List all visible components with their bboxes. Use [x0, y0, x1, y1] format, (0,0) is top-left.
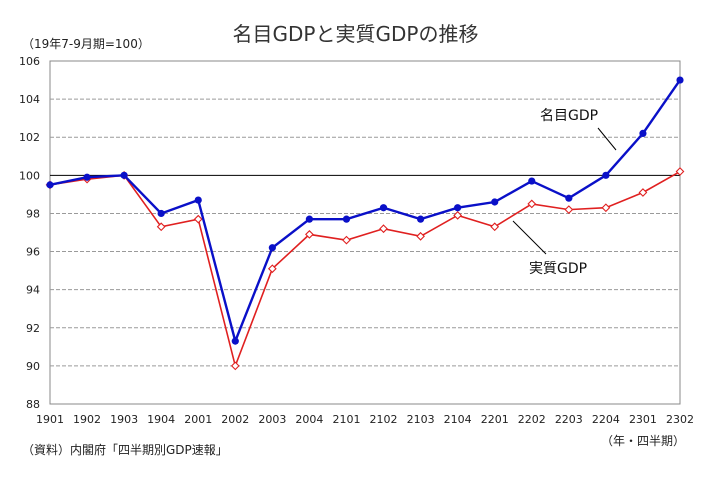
- data-point-nominal: [120, 171, 128, 179]
- x-tick-label: 1902: [73, 413, 101, 426]
- x-tick-label: 2103: [407, 413, 435, 426]
- x-tick-label: 2001: [184, 413, 212, 426]
- x-tick-label: 2204: [592, 413, 620, 426]
- data-point-nominal: [342, 215, 351, 223]
- x-tick-label: 2302: [666, 413, 694, 426]
- data-point-real: [675, 167, 685, 176]
- data-point-nominal: [83, 173, 91, 181]
- source-note: （資料）内閣府「四半期別GDP速報」: [22, 443, 228, 457]
- x-tick-label: 1901: [36, 413, 64, 426]
- x-tick-label: 2003: [258, 413, 286, 426]
- x-tick-label: 2104: [444, 413, 472, 426]
- data-point-real: [601, 203, 611, 213]
- x-tick-label: 2002: [221, 413, 249, 426]
- data-point-real: [267, 264, 277, 274]
- data-point-real: [156, 222, 166, 232]
- data-point-real: [342, 235, 351, 245]
- plot-area: [49, 60, 681, 405]
- data-point-nominal: [454, 204, 462, 212]
- data-point-nominal: [305, 215, 314, 223]
- data-point-nominal: [416, 215, 425, 223]
- data-point-nominal: [676, 76, 684, 84]
- data-point-nominal: [157, 209, 165, 218]
- x-tick-label: 2301: [629, 413, 657, 426]
- legend-label-real: 実質GDP: [529, 261, 587, 277]
- x-tick-label: 2202: [518, 413, 546, 426]
- y-tick-label: 98: [26, 207, 40, 220]
- data-point-nominal: [491, 198, 499, 206]
- real-leader-line: [512, 220, 547, 255]
- data-point-real: [379, 224, 388, 234]
- x-tick-label: 2201: [481, 413, 509, 426]
- y-tick-label: 94: [26, 284, 40, 297]
- data-point-nominal: [231, 337, 239, 345]
- data-point-real: [490, 222, 500, 232]
- data-point-nominal: [194, 196, 202, 204]
- x-tick-label: 2004: [295, 413, 323, 426]
- nominal-leader-line: [597, 127, 617, 151]
- data-point-real: [453, 210, 463, 220]
- legend-label-nominal: 名目GDP: [540, 108, 598, 124]
- x-tick-label: 1903: [110, 413, 138, 426]
- data-point-nominal: [602, 171, 610, 179]
- data-point-real: [416, 231, 425, 241]
- data-point-nominal: [639, 129, 647, 138]
- data-point-real: [230, 361, 240, 371]
- unit-note: （19年7-9月期=100）: [22, 37, 150, 51]
- y-tick-label: 106: [19, 55, 40, 68]
- y-tick-label: 102: [19, 131, 40, 144]
- y-tick-label: 100: [19, 169, 40, 182]
- data-point-nominal: [379, 204, 388, 212]
- x-axis-unit-note: （年・四半期）: [600, 434, 685, 448]
- data-point-real: [193, 214, 203, 224]
- x-tick-label: 2203: [555, 413, 583, 426]
- data-point-real: [527, 199, 537, 209]
- x-tick-label: 1904: [147, 413, 175, 426]
- x-tick-label: 2102: [370, 413, 398, 426]
- data-point-nominal: [565, 194, 573, 202]
- data-point-nominal: [46, 181, 54, 189]
- y-tick-label: 88: [26, 398, 40, 411]
- series-line-real: [49, 170, 681, 369]
- y-tick-label: 90: [26, 360, 40, 373]
- y-tick-label: 92: [26, 322, 40, 335]
- data-point-real: [305, 230, 314, 239]
- series-line-nominal: [49, 79, 681, 345]
- y-tick-label: 104: [19, 93, 40, 106]
- chart-title: 名目GDPと実質GDPの推移: [232, 22, 479, 46]
- data-point-nominal: [268, 244, 276, 252]
- data-point-nominal: [528, 177, 536, 185]
- x-tick-label: 2101: [332, 413, 360, 426]
- y-tick-label: 96: [26, 246, 40, 259]
- data-point-real: [564, 205, 574, 215]
- data-point-real: [638, 188, 648, 197]
